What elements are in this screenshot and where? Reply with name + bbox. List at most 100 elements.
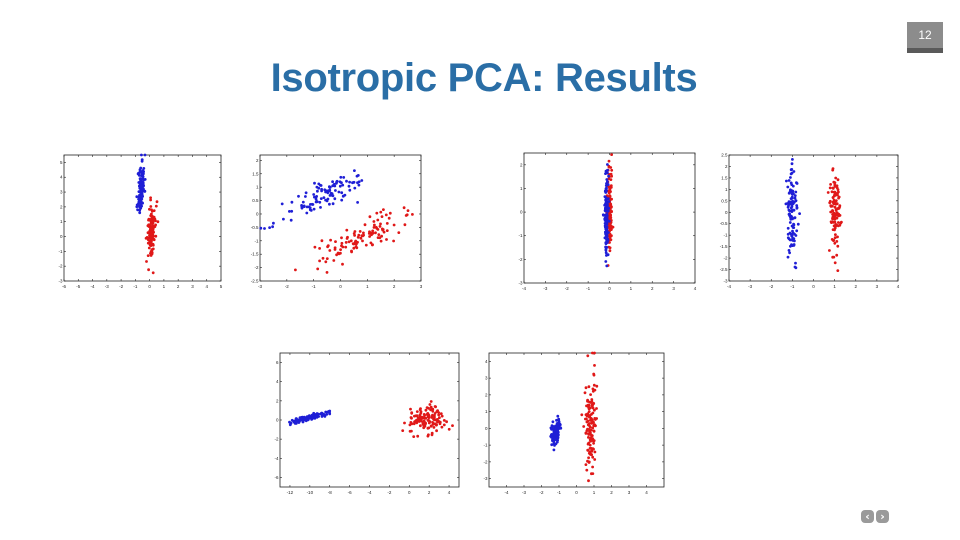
scatter-point: [140, 181, 144, 185]
scatter-point: [408, 423, 412, 427]
y-tick-label: 2: [276, 398, 279, 403]
scatter-point: [138, 208, 142, 212]
x-tick-label: -2: [119, 284, 123, 289]
scatter-point: [315, 195, 318, 198]
page-number-underline: [907, 48, 943, 53]
scatter-point: [416, 434, 420, 438]
scatter-point: [611, 225, 615, 229]
scatter-plot-5: -12 -10 -8 -6 -4 -2 0 2 4 -6 -4 -2 0 2 4 6: [272, 351, 462, 497]
scatter-point: [328, 185, 331, 189]
scatter-point: [591, 426, 595, 430]
scatter-point: [147, 218, 150, 222]
scatter-point: [300, 204, 303, 207]
y-tick-label: 1: [725, 187, 728, 192]
x-tick-label: 3: [420, 284, 423, 289]
scatter-point: [553, 437, 557, 441]
scatter-plot-4: -4 -3 -2 -1 0 1 2 3 4 -3 -2.5 -2 -1.5 -1 -0.5 0 0.5 1 1.5 2…: [720, 153, 901, 291]
scatter-point: [591, 411, 595, 415]
scatter-point: [609, 178, 613, 181]
scatter-point: [789, 181, 793, 185]
scatter-point: [609, 166, 613, 169]
scatter-point: [339, 251, 342, 255]
scatter-point: [353, 186, 357, 190]
scatter-point: [297, 421, 301, 424]
y-tick-label: 3: [485, 376, 488, 381]
scatter-point: [333, 248, 337, 251]
x-tick-label: 1: [833, 284, 836, 289]
scatter-point: [786, 255, 790, 259]
scatter-point: [338, 184, 342, 188]
scatter-point: [828, 249, 831, 252]
x-tick-label: 4: [645, 490, 648, 495]
scatter-point: [415, 418, 418, 422]
scatter-point: [610, 168, 614, 172]
blue-series: [549, 414, 563, 452]
y-tick-label: 0: [725, 210, 728, 215]
scatter-plot-3: -4 -3 -2 -1 0 1 2 3 4 -3 -2 -1 0 1 2: [516, 151, 698, 293]
y-tick-label: -2: [518, 257, 522, 262]
scatter-point: [326, 244, 330, 248]
scatter-point: [437, 413, 441, 417]
scatter-point: [605, 212, 609, 216]
scatter-point: [838, 214, 842, 217]
scatter-point: [442, 423, 446, 427]
scatter-point: [146, 238, 150, 242]
scatter-point: [135, 195, 139, 199]
scatter-point: [606, 168, 609, 172]
x-tick-label: 3: [672, 286, 675, 291]
scatter-point: [792, 243, 796, 246]
x-tick-label: 5: [220, 284, 223, 289]
x-tick-label: 1: [163, 284, 166, 289]
scatter-point: [795, 229, 799, 233]
scatter-point: [592, 439, 596, 442]
scatter-point: [312, 193, 316, 196]
x-tick-label: -3: [105, 284, 109, 289]
scatter-point: [271, 225, 274, 229]
scatter-plot-4-svg: -4 -3 -2 -1 0 1 2 3 4-3-2.5-2-1.5-1-0.500.511.52…: [720, 153, 900, 290]
x-tick-label: -3: [543, 286, 547, 291]
scatter-point: [609, 219, 613, 222]
scatter-point: [322, 196, 326, 199]
scatter-point: [592, 441, 595, 445]
scatter-point: [834, 176, 838, 180]
scatter-point: [155, 200, 159, 204]
chevron-left-icon[interactable]: ‹: [861, 510, 874, 523]
scatter-point: [584, 463, 588, 466]
scatter-point: [313, 245, 317, 249]
scatter-point: [318, 259, 321, 263]
scatter-point: [331, 202, 335, 206]
y-tick-label: 0.5: [252, 198, 259, 203]
scatter-point: [151, 225, 154, 229]
scatter-point: [294, 420, 298, 424]
y-tick-label: 4: [276, 379, 279, 384]
scatter-point: [324, 410, 328, 414]
scatter-point: [319, 184, 323, 187]
x-tick-label: -2: [769, 284, 773, 289]
scatter-point: [792, 237, 796, 240]
scatter-point: [385, 229, 389, 232]
scatter-point: [377, 233, 381, 236]
chevron-right-icon[interactable]: ›: [876, 510, 889, 523]
x-tick-label: -4: [522, 286, 526, 291]
y-tick-label: 1.5: [721, 175, 728, 180]
scatter-point: [140, 158, 144, 162]
scatter-point: [589, 428, 593, 432]
scatter-point: [364, 243, 368, 247]
scatter-point: [836, 244, 840, 248]
scatter-point: [587, 410, 591, 413]
scatter-point: [603, 236, 607, 240]
scatter-point: [149, 252, 152, 255]
scatter-point: [149, 196, 152, 200]
scatter-point: [151, 229, 155, 233]
scatter-point: [140, 194, 144, 198]
scatter-point: [301, 200, 305, 204]
scatter-point: [378, 225, 382, 228]
x-tick-label: -1: [133, 284, 137, 289]
y-tick-label: -2: [254, 265, 258, 270]
scatter-point: [836, 235, 839, 239]
scatter-point: [604, 245, 607, 249]
scatter-point: [263, 227, 266, 230]
scatter-point: [606, 237, 609, 241]
scatter-point: [430, 431, 434, 435]
scatter-point: [403, 421, 406, 425]
